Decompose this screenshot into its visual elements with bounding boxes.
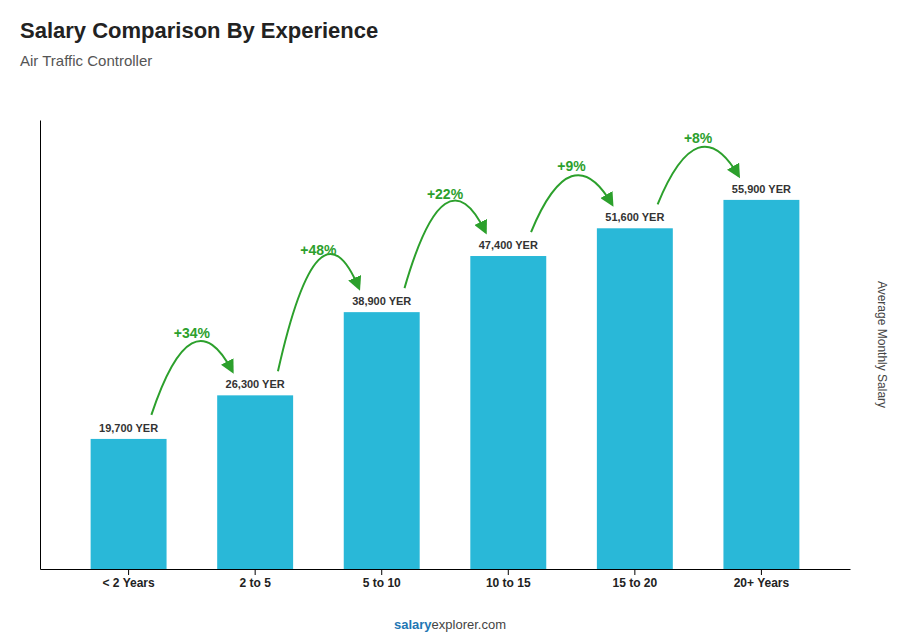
bar: [91, 439, 167, 569]
data-label: 19,700 YER: [99, 422, 158, 434]
change-arc: [151, 341, 232, 415]
x-tick-mark: [381, 569, 382, 575]
x-tick-label: 20+ Years: [734, 576, 790, 590]
x-tick-mark: [255, 569, 256, 575]
change-label: +34%: [174, 325, 211, 341]
x-tick: < 2 Years: [103, 569, 155, 590]
x-tick-label: 15 to 20: [612, 576, 657, 590]
bar: [470, 256, 546, 569]
y-axis-line: [40, 121, 41, 570]
data-labels: 19,700 YER 26,300 YER 38,900 YER 47,400 YER…: [99, 183, 791, 434]
subtitle: Air Traffic Controller: [20, 52, 152, 69]
change-arc: [278, 254, 359, 371]
footer-part: explorer.com: [432, 617, 506, 632]
change-arc: [405, 201, 486, 289]
annotations: +34% +48% +22% +9% +8%: [151, 130, 738, 415]
change-label: +48%: [300, 242, 337, 258]
bar: [217, 395, 293, 569]
x-axis: < 2 Years 2 to 5 5 to 10 10 to 15 15 to 20 20…: [41, 569, 851, 590]
x-tick-label: 10 to 15: [486, 576, 531, 590]
x-tick-mark: [128, 569, 129, 575]
x-axis-line: [41, 569, 851, 570]
bars: [91, 200, 800, 569]
x-tick-mark: [634, 569, 635, 575]
x-tick: 5 to 10: [363, 569, 401, 590]
data-label: 38,900 YER: [352, 295, 411, 307]
change-arc: [531, 175, 612, 232]
y-axis-title: Average Monthly Salary: [875, 281, 889, 408]
change-label: +22%: [427, 186, 464, 202]
x-tick: 2 to 5: [239, 569, 271, 590]
change-arc: [658, 147, 739, 205]
change-label: +9%: [557, 158, 586, 174]
data-label: 55,900 YER: [732, 183, 791, 195]
bar: [597, 228, 673, 569]
data-label: 51,600 YER: [605, 211, 664, 223]
x-tick: 15 to 20: [612, 569, 657, 590]
x-tick-label: < 2 Years: [103, 576, 155, 590]
bar: [723, 200, 799, 569]
data-label: 47,400 YER: [479, 239, 538, 251]
x-tick-label: 5 to 10: [363, 576, 401, 590]
bar: [344, 312, 420, 569]
data-label: 26,300 YER: [226, 378, 285, 390]
x-tick-mark: [761, 569, 762, 575]
x-tick: 10 to 15: [486, 569, 531, 590]
y-axis: [40, 121, 41, 570]
x-tick-mark: [508, 569, 509, 575]
footer: salaryexplorer.com: [394, 617, 506, 632]
footer-part: salary: [394, 617, 432, 632]
x-tick-label: 2 to 5: [239, 576, 271, 590]
x-tick: 20+ Years: [734, 569, 790, 590]
plot-area: < 2 Years 2 to 5 5 to 10 10 to 15 15 to 20 20…: [41, 121, 851, 590]
change-label: +8%: [684, 130, 713, 146]
chart: Salary Comparison By Experience Air Traff…: [0, 0, 900, 641]
title: Salary Comparison By Experience: [20, 18, 378, 43]
